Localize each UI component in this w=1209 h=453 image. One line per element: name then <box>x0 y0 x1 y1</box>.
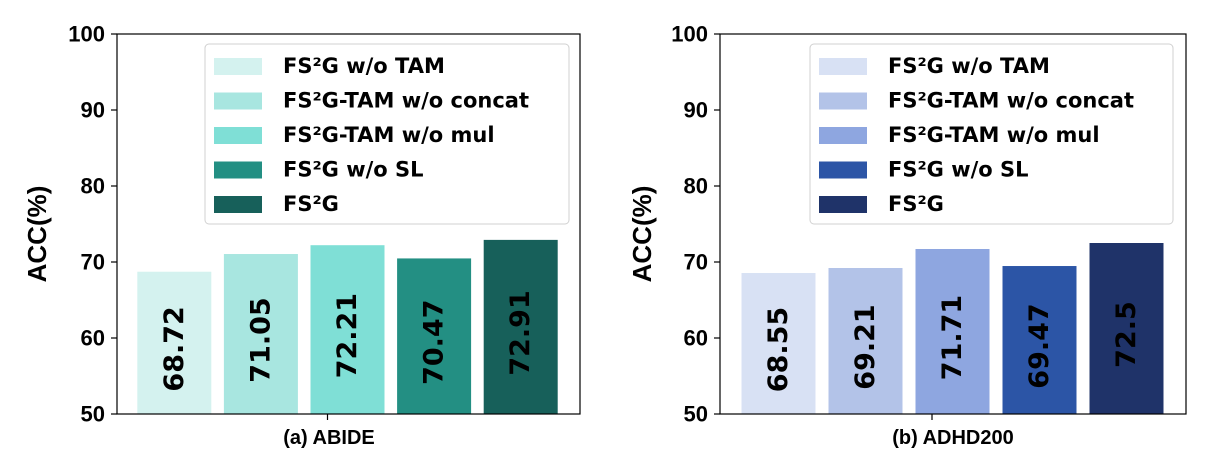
bar <box>483 239 558 414</box>
y-tick-label: 50 <box>81 402 105 427</box>
legend-label: FS²G-TAM w/o mul <box>888 123 1100 147</box>
chart-caption: (b) ADHD200 <box>892 427 1014 449</box>
legend-label: FS²G w/o SL <box>283 158 424 182</box>
legend-swatch <box>214 196 262 213</box>
bar <box>1002 266 1077 414</box>
bar-value-label: 69.21 <box>850 304 881 389</box>
bar-value-label: 68.55 <box>763 307 794 392</box>
bar-value-label: 72.91 <box>505 290 536 375</box>
y-tick-label: 70 <box>684 250 708 275</box>
bar <box>1089 243 1164 414</box>
legend-label: FS²G-TAM w/o mul <box>283 123 495 147</box>
y-axis-title: ACC(%) <box>22 186 52 283</box>
legend-label: FS²G <box>888 192 944 216</box>
y-tick-label: 90 <box>684 98 708 123</box>
y-tick-label: 90 <box>81 98 105 123</box>
chart-panel-2: 68.55 69.21 71.71 69.47 72.5 50 60 70 80 90 100 ACC… <box>627 22 1187 449</box>
legend-swatch <box>819 161 867 179</box>
legend-label: FS²G-TAM w/o concat <box>888 89 1134 113</box>
y-tick-label: 60 <box>684 326 708 351</box>
bar <box>310 245 385 414</box>
legend-label: FS²G w/o TAM <box>283 54 445 78</box>
bar <box>915 249 990 414</box>
legend-label: FS²G w/o TAM <box>888 54 1050 78</box>
y-tick-label: 60 <box>81 326 105 351</box>
legend-swatch <box>819 58 867 75</box>
y-tick-label: 80 <box>684 174 708 199</box>
legend-swatch <box>819 92 867 110</box>
bar <box>397 258 472 414</box>
y-tick-label: 100 <box>671 22 708 47</box>
bar <box>828 268 903 414</box>
legend-swatch <box>214 58 262 75</box>
bar-value-label: 68.72 <box>159 306 190 391</box>
chart-panel-1: 68.72 71.05 72.21 70.47 72.91 50 60 70 80 90 100 AC… <box>22 22 581 449</box>
legend-swatch <box>819 196 867 213</box>
legend-box <box>204 43 570 225</box>
y-tick-label: 80 <box>81 174 105 199</box>
chart-caption: (a) ABIDE <box>283 427 374 449</box>
bar <box>223 254 298 414</box>
y-tick-label: 70 <box>81 250 105 275</box>
legend-label: FS²G <box>283 192 339 216</box>
bar-value-label: 69.47 <box>1024 303 1055 388</box>
legend-swatch <box>819 127 867 144</box>
legend-swatch <box>214 127 262 144</box>
bar-value-label: 72.5 <box>1111 301 1142 368</box>
y-tick-label: 50 <box>684 402 708 427</box>
y-axis-title: ACC(%) <box>627 186 657 283</box>
legend-label: FS²G-TAM w/o concat <box>283 89 529 113</box>
legend-swatch <box>214 161 262 179</box>
legend-swatch <box>214 92 262 110</box>
legend-label: FS²G w/o SL <box>888 158 1029 182</box>
legend-box <box>809 43 1174 225</box>
bar <box>137 271 212 414</box>
plot-frame <box>116 33 581 415</box>
bar <box>741 273 816 414</box>
bar-value-label: 71.05 <box>245 297 276 382</box>
bar-value-label: 72.21 <box>332 293 363 378</box>
bar-value-label: 71.71 <box>937 295 968 380</box>
plot-frame <box>719 33 1187 415</box>
y-tick-label: 100 <box>68 22 105 47</box>
bar-value-label: 70.47 <box>419 300 450 385</box>
